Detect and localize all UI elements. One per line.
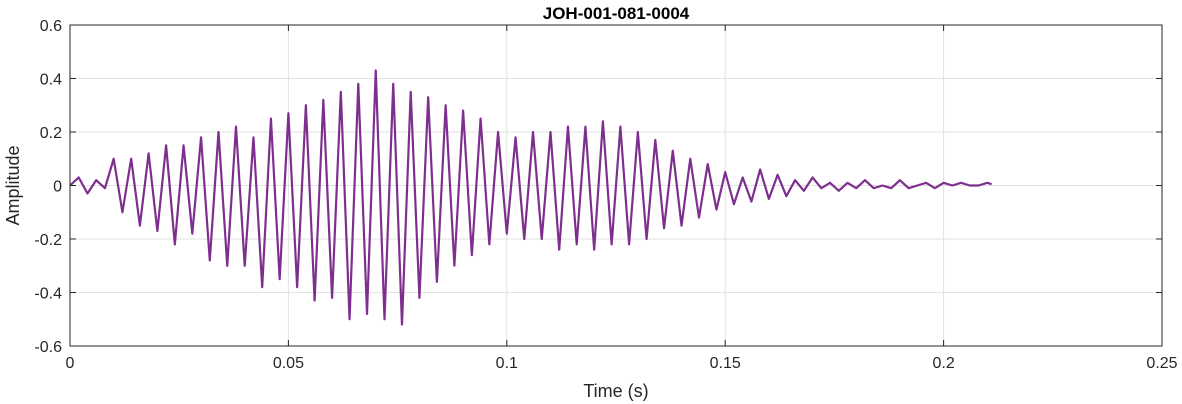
y-tick-label: 0.2 xyxy=(40,125,62,142)
chart-title: JOH-001-081-0004 xyxy=(543,4,690,23)
y-tick-label: 0.6 xyxy=(40,18,62,35)
x-tick-label: 0.05 xyxy=(273,355,304,372)
y-axis-label: Amplitude xyxy=(3,145,23,225)
x-tick-labels: 0 0.05 0.1 0.15 0.2 0.25 xyxy=(66,355,1178,372)
tick-marks xyxy=(69,24,1163,347)
x-tick-label: 0.1 xyxy=(496,355,518,372)
y-tick-label: 0 xyxy=(53,179,62,196)
y-tick-label: 0.4 xyxy=(40,72,62,89)
x-tick-label: 0.15 xyxy=(710,355,741,372)
x-tick-label: 0.2 xyxy=(932,355,954,372)
y-tick-labels: -0.6 -0.4 -0.2 0 0.2 0.4 0.6 xyxy=(34,18,62,356)
y-tick-label: -0.6 xyxy=(34,339,62,356)
amplitude-series-line xyxy=(69,69,992,326)
y-tick-label: -0.4 xyxy=(34,286,62,303)
x-tick-label: 0 xyxy=(66,355,75,372)
x-tick-label: 0.25 xyxy=(1146,355,1177,372)
series-layer xyxy=(69,69,992,326)
x-axis-label: Time (s) xyxy=(583,381,648,401)
y-tick-label: -0.2 xyxy=(34,232,62,249)
